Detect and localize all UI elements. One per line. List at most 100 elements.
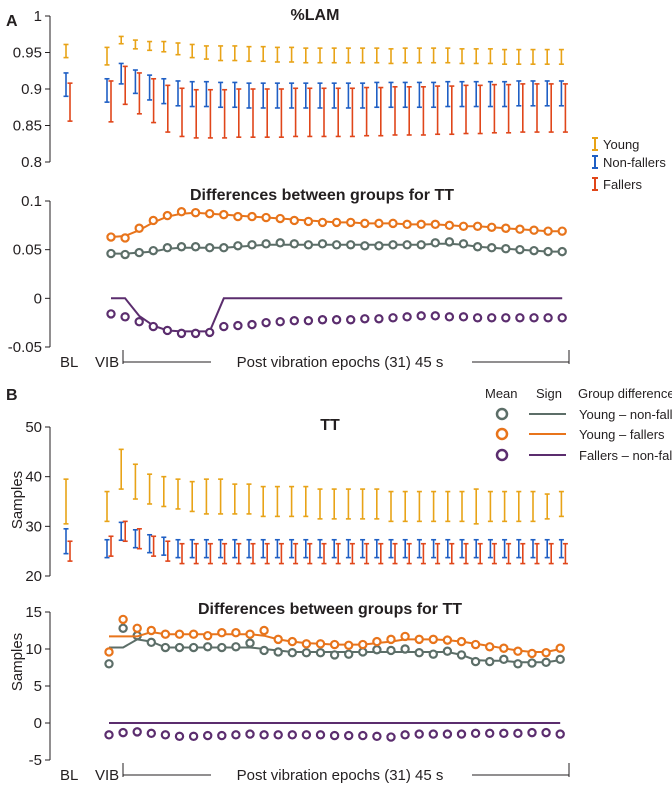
mean-point-lam_diff-fallers-non-fallers-8 xyxy=(219,321,229,332)
mean-point-tt_diff-fallers-non-fallers-18 xyxy=(358,730,368,741)
mean-point-lam_diff-young-fallers-6 xyxy=(190,207,201,218)
mean-point-tt_diff-young-non-fallers-8 xyxy=(217,642,227,653)
x-label-bl: BL xyxy=(60,354,78,371)
y-tick-label-lam-4: 1 xyxy=(34,8,42,25)
mean-point-tt_diff-young-non-fallers-20 xyxy=(386,645,396,656)
y-tick-label-lam_diff-3: 0.1 xyxy=(21,193,42,210)
mean-point-tt_diff-fallers-non-fallers-14 xyxy=(301,730,312,740)
mean-point-tt_diff-young-non-fallers-26 xyxy=(470,656,481,667)
mean-point-tt_diff-fallers-non-fallers-9 xyxy=(231,730,241,740)
mean-point-lam_diff-fallers-non-fallers-11 xyxy=(261,317,271,328)
mean-point-tt_diff-young-fallers-31 xyxy=(541,648,551,658)
mean-point-lam_diff-fallers-non-fallers-14 xyxy=(303,316,314,326)
mean-point-tt_diff-fallers-non-fallers-32 xyxy=(555,729,565,739)
mean-point-tt_diff-fallers-non-fallers-21 xyxy=(400,730,410,740)
y-tick-label-tt-3: 50 xyxy=(25,419,42,436)
legend-header-group-difference: Group difference xyxy=(578,386,672,401)
x-label-post-b: Post vibration epochs (31) 45 s xyxy=(237,767,444,784)
mean-point-lam_diff-young-non-fallers-29 xyxy=(515,244,525,255)
x-label-bl-b: BL xyxy=(60,767,78,784)
mean-point-tt_diff-fallers-non-fallers-3 xyxy=(146,728,156,739)
x-label-post: Post vibration epochs (31) 45 s xyxy=(237,354,444,371)
mean-point-lam_diff-fallers-non-fallers-27 xyxy=(487,313,497,323)
mean-point-tt_diff-young-non-fallers-16 xyxy=(329,650,340,660)
mean-point-lam_diff-young-non-fallers-7 xyxy=(204,243,215,253)
mean-point-lam_diff-fallers-non-fallers-4 xyxy=(162,325,173,336)
mean-point-lam_diff-young-non-fallers-25 xyxy=(458,239,469,249)
mean-point-lam_diff-fallers-non-fallers-0 xyxy=(106,309,116,319)
legend-row-young-nonfallers: Young – non-fallers xyxy=(579,407,672,422)
y-axis-tt_diff: -5 0 5 10 15 xyxy=(25,604,51,769)
mean-point-lam_diff-young-non-fallers-23 xyxy=(430,238,440,248)
mean-point-tt_diff-young-non-fallers-10 xyxy=(245,638,255,648)
mean-point-tt_diff-young-fallers-20 xyxy=(386,634,396,645)
mean-point-lam_diff-young-fallers-24 xyxy=(444,220,455,231)
x-axis-labels-b: BL VIB Post vibration epochs (31) 45 s xyxy=(60,763,570,784)
mean-point-lam_diff-young-fallers-20 xyxy=(388,218,398,229)
mean-point-lam_diff-young-fallers-7 xyxy=(204,208,215,219)
mean-point-lam_diff-young-fallers-26 xyxy=(472,221,483,232)
mean-point-lam_diff-young-non-fallers-32 xyxy=(557,246,567,257)
mean-point-tt_diff-young-non-fallers-6 xyxy=(188,642,199,653)
series-lam-fallers xyxy=(67,65,568,139)
mean-point-tt_diff-fallers-non-fallers-10 xyxy=(245,729,255,739)
mean-point-tt_diff-young-fallers-19 xyxy=(372,636,382,647)
mean-point-lam_diff-fallers-non-fallers-6 xyxy=(190,328,201,339)
y-tick-label-lam-2: 0.9 xyxy=(21,81,42,98)
mean-point-tt_diff-young-non-fallers-19 xyxy=(372,645,382,655)
series-lam-young xyxy=(63,35,564,66)
mean-point-tt_diff-young-fallers-11 xyxy=(259,625,269,636)
y-axis-tt: 20 30 40 50 xyxy=(25,419,51,585)
mean-point-lam_diff-young-non-fallers-12 xyxy=(275,238,285,248)
mean-point-lam_diff-fallers-non-fallers-22 xyxy=(416,311,426,321)
mean-point-tt_diff-young-fallers-9 xyxy=(231,628,241,638)
mean-point-lam_diff-young-fallers-4 xyxy=(162,210,173,221)
chart-title-tt: TT xyxy=(320,417,340,434)
legend-non-fallers-label: Non-fallers xyxy=(603,155,666,170)
mean-point-lam_diff-young-fallers-19 xyxy=(374,218,384,229)
mean-point-lam_diff-young-fallers-3 xyxy=(148,215,158,226)
mean-point-lam_diff-young-non-fallers-15 xyxy=(317,239,328,249)
series-tt_diff-young-non-fallers xyxy=(104,623,565,669)
mean-point-lam_diff-young-non-fallers-4 xyxy=(162,243,173,253)
mean-point-lam_diff-young-fallers-14 xyxy=(303,216,314,227)
mean-point-tt_diff-young-non-fallers-9 xyxy=(231,642,241,652)
series-lam_diff-young-fallers xyxy=(106,207,567,243)
mean-point-tt_diff-young-non-fallers-13 xyxy=(287,648,297,658)
mean-point-lam_diff-fallers-non-fallers-16 xyxy=(331,315,342,325)
legend-young-label: Young xyxy=(603,137,639,152)
mean-point-tt_diff-young-non-fallers-17 xyxy=(344,649,354,659)
mean-point-lam_diff-fallers-non-fallers-28 xyxy=(501,313,511,323)
mean-point-tt_diff-young-fallers-21 xyxy=(400,631,410,642)
mean-point-lam_diff-fallers-non-fallers-13 xyxy=(289,316,299,326)
mean-point-lam_diff-young-fallers-32 xyxy=(557,226,567,236)
mean-point-tt_diff-young-fallers-27 xyxy=(485,642,495,652)
y-axis-lam: 0.8 0.85 0.9 0.95 1 xyxy=(13,8,51,171)
series-tt-non-fallers xyxy=(63,521,564,559)
mean-point-lam_diff-fallers-non-fallers-23 xyxy=(430,311,440,321)
mean-point-tt_diff-young-fallers-1 xyxy=(118,614,128,625)
x-axis-labels-a: BL VIB Post vibration epochs (31) 45 s xyxy=(60,350,570,371)
mean-point-tt_diff-young-fallers-18 xyxy=(358,639,368,650)
mean-point-lam_diff-young-non-fallers-6 xyxy=(190,242,201,252)
mean-point-lam_diff-fallers-non-fallers-25 xyxy=(458,312,469,322)
series-tt_diff-fallers-non-fallers xyxy=(104,722,565,742)
y-tick-label-lam-3: 0.95 xyxy=(13,45,42,62)
plot-layer: 0.8 0.85 0.9 0.95 1 20 30 40 50 -0.05 0 0.05 0.1 -5 0 5… xyxy=(8,8,568,769)
mean-point-lam_diff-young-non-fallers-31 xyxy=(543,246,553,257)
mean-point-lam_diff-young-non-fallers-26 xyxy=(472,242,483,252)
mean-point-lam_diff-young-non-fallers-1 xyxy=(120,249,130,260)
y-tick-label-lam_diff-2: 0.05 xyxy=(13,242,42,259)
mean-point-tt_diff-fallers-non-fallers-26 xyxy=(470,728,481,739)
mean-point-tt_diff-young-fallers-29 xyxy=(513,646,523,656)
legend-mean-young-fallers-marker xyxy=(495,427,509,441)
mean-point-lam_diff-fallers-non-fallers-3 xyxy=(148,321,158,332)
panel-label-a: A xyxy=(6,13,18,30)
chart-title-lam-diff: Differences between groups for TT xyxy=(190,187,454,204)
mean-point-tt_diff-young-fallers-4 xyxy=(160,629,171,639)
mean-point-tt_diff-young-non-fallers-3 xyxy=(146,637,156,648)
mean-point-lam_diff-fallers-non-fallers-1 xyxy=(120,312,130,322)
chart-title-tt-diff: Differences between groups for TT xyxy=(198,601,462,618)
y-axis-label-tt: Samples xyxy=(9,471,26,529)
mean-point-tt_diff-young-fallers-23 xyxy=(428,634,438,645)
